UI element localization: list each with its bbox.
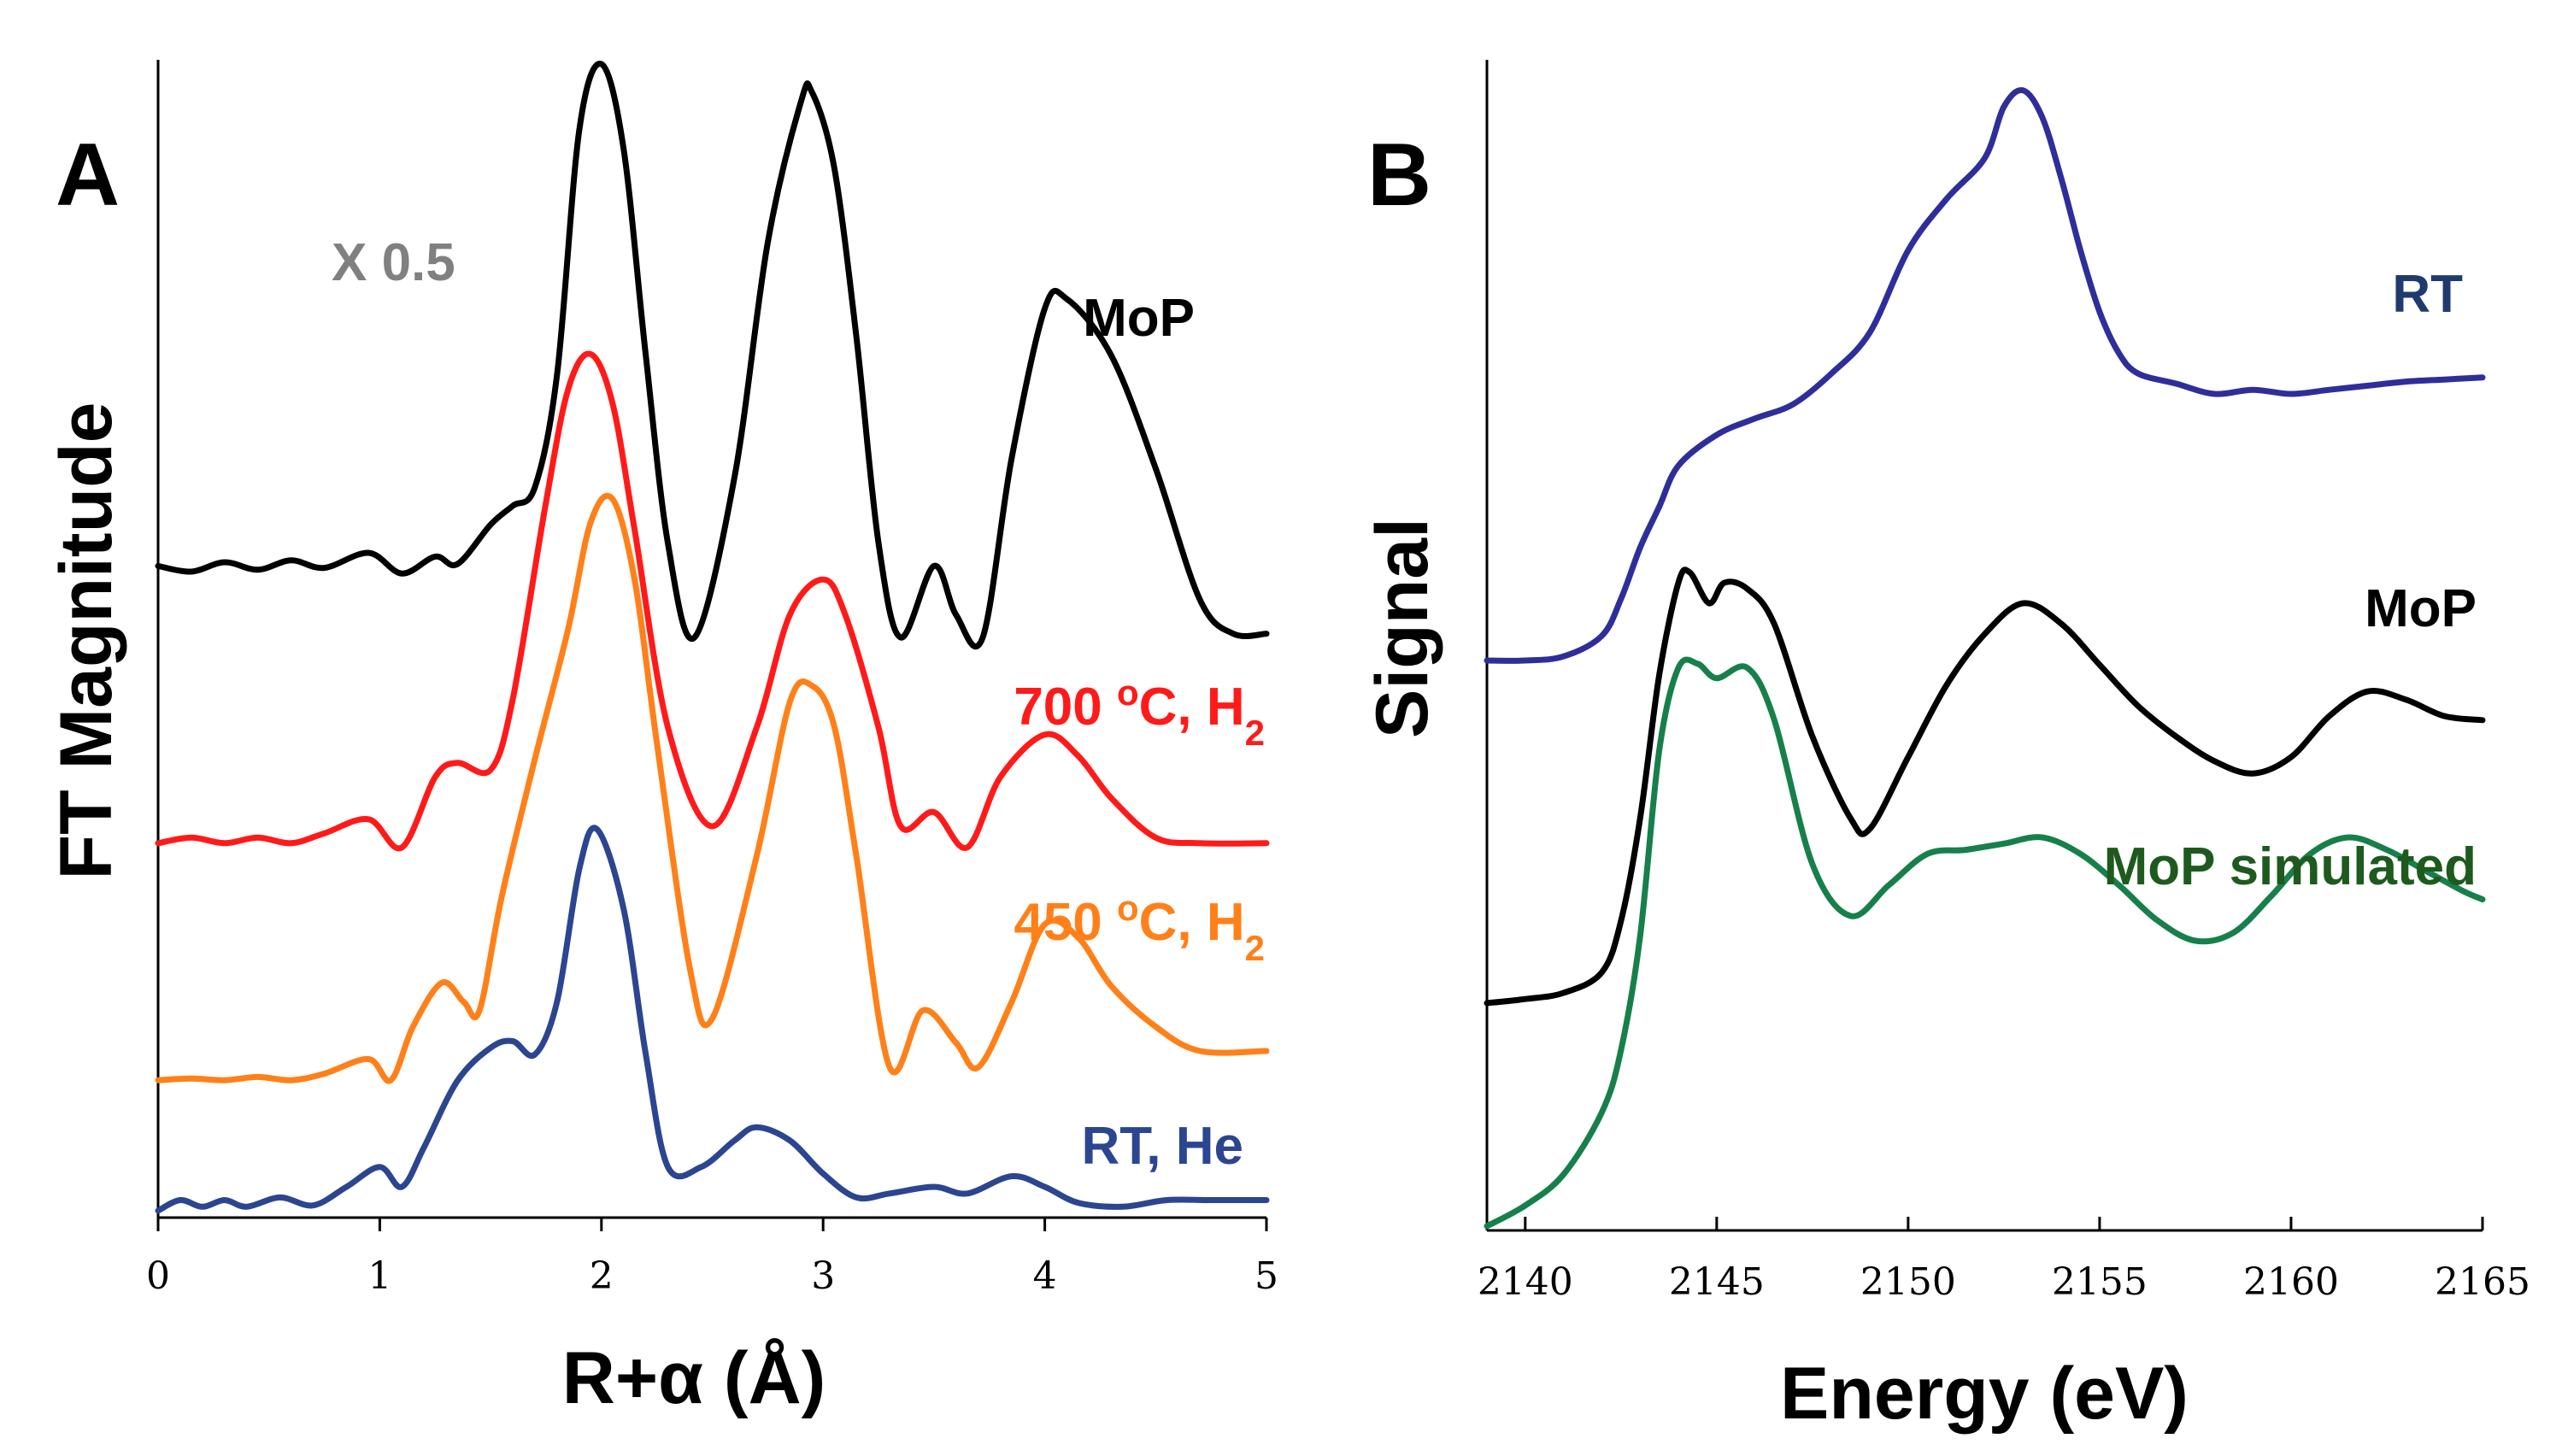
panel-a-letter: A (56, 126, 120, 225)
x-tick-label: 2150 (1860, 1260, 1956, 1304)
label-rt-he: RT, He (1082, 1117, 1243, 1176)
x-tick-label: 0 (146, 1254, 170, 1298)
series-line-700-oc-h2 (155, 350, 1270, 852)
x-tick-label: 3 (811, 1254, 835, 1298)
panel-b: B 2140 2145 2150 2155 2160 2165 Signal Energy… (1361, 60, 2530, 1435)
panel-a-y-title: FT Magnitude (45, 402, 127, 880)
series-line-450-oc-h2 (155, 492, 1270, 1084)
x-tick-label: 2155 (2052, 1260, 2148, 1304)
label-700c-h2: 700 oC, H2 (1014, 672, 1265, 753)
panel-a-curves (155, 61, 1270, 1214)
panel-a-x-title: R+α (Å) (562, 1337, 826, 1419)
panel-b-x-ticks: 2140 2145 2150 2155 2160 2165 (1478, 1217, 2530, 1304)
x-tick-label: 2165 (2435, 1260, 2530, 1304)
x-tick-label: 1 (367, 1254, 391, 1298)
scale-annotation: X 0.5 (332, 233, 455, 292)
panel-b-y-title: Signal (1361, 518, 1443, 738)
panel-b-letter: B (1367, 126, 1431, 225)
panel-b-curves (1484, 87, 2486, 1230)
series-line-rt-he (155, 825, 1270, 1214)
label-mop-simulated: MoP simulated (2104, 837, 2477, 896)
label-mop-b: MoP (2365, 579, 2477, 638)
x-tick-label: 2 (590, 1254, 614, 1298)
x-tick-label: 2160 (2243, 1260, 2339, 1304)
series-line-mop (1484, 567, 2486, 1007)
x-tick-label: 4 (1033, 1254, 1057, 1298)
x-tick-label: 2145 (1669, 1260, 1765, 1304)
x-tick-label: 2140 (1478, 1260, 1573, 1304)
x-tick-label: 5 (1254, 1254, 1278, 1298)
panel-b-x-title: Energy (eV) (1780, 1353, 2189, 1435)
label-rt-b: RT (2392, 265, 2463, 324)
series-line-mop-simulated (1484, 656, 2486, 1230)
panel-a-x-ticks: 0 1 2 3 4 5 (146, 1218, 1278, 1298)
series-line-rt (1484, 87, 2486, 664)
label-mop-a: MoP (1083, 289, 1195, 348)
series-line-mop (155, 61, 1270, 649)
label-450c-h2: 450 oC, H2 (1014, 888, 1265, 968)
